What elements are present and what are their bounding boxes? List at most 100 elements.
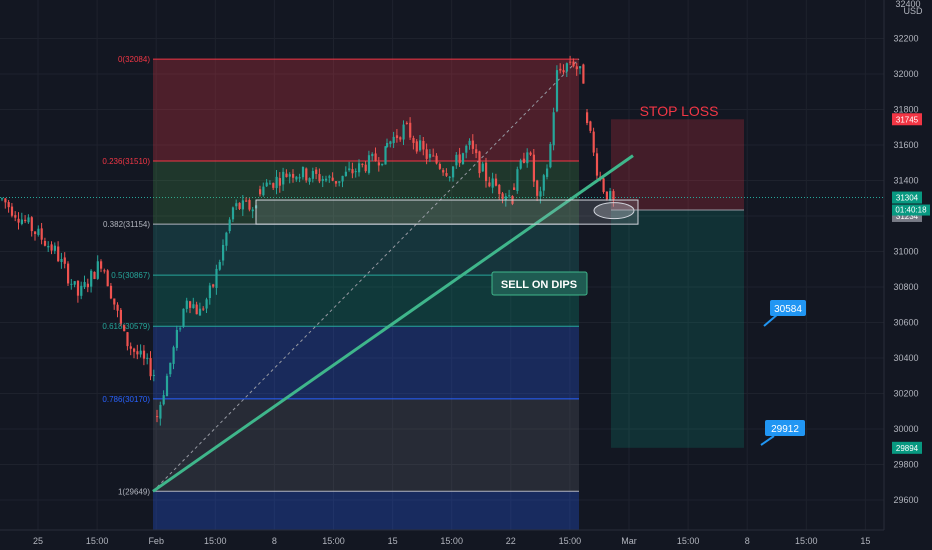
candle-body — [192, 304, 195, 309]
candle-body — [367, 155, 371, 173]
plot-background — [0, 0, 884, 530]
candle-body — [228, 219, 231, 232]
time-tick-label: 15 — [860, 536, 870, 546]
price-tick-label: 30200 — [893, 389, 918, 399]
candle-body — [508, 195, 511, 197]
candle-body — [344, 171, 347, 177]
fib-band — [153, 491, 579, 530]
candle-body — [395, 135, 399, 138]
candle-body — [162, 395, 165, 405]
candle-body — [549, 144, 552, 168]
candle-body — [351, 169, 354, 174]
candle-body — [504, 196, 507, 201]
candle-body — [532, 154, 535, 182]
time-tick-label: 22 — [506, 536, 516, 546]
candle-body — [185, 300, 188, 309]
time-axis[interactable]: 25 15:00 Feb 15:00 8 15:00 15 15:00 22 15:00 Mar 15… — [0, 529, 884, 550]
fib-band — [153, 326, 579, 399]
candle-body — [50, 244, 53, 251]
candle-body — [34, 231, 37, 235]
fib-level-label: 1(29649) — [118, 487, 150, 496]
price-tick-label: 29800 — [893, 460, 918, 470]
trendline — [152, 154, 634, 493]
candle-body — [461, 153, 465, 165]
candle-body — [268, 183, 272, 185]
candle-body — [442, 170, 445, 173]
candle-body — [205, 299, 208, 309]
candle-body — [248, 199, 251, 210]
callout-2-text: 29912 — [771, 424, 799, 435]
candle-body — [292, 173, 295, 178]
candle-body — [275, 176, 278, 189]
fib-level-label: 0.618(30579) — [102, 322, 150, 331]
price-tick-label: 31000 — [893, 247, 918, 257]
candle-body — [425, 149, 428, 159]
candle-body — [225, 232, 228, 246]
candle-body — [338, 181, 341, 183]
candle-body — [586, 112, 589, 124]
callout-1: 30584 — [763, 300, 806, 327]
time-tick-label: 15:00 — [322, 536, 345, 546]
candle-body — [516, 169, 519, 191]
candle-body — [605, 191, 608, 200]
candle-body — [348, 168, 351, 171]
candle-body — [475, 149, 478, 154]
candle-body — [488, 182, 491, 187]
candle-body — [156, 416, 159, 418]
time-tick-label: 15:00 — [795, 536, 818, 546]
fib-band — [153, 59, 579, 161]
candle-body — [542, 175, 545, 191]
candle-body — [468, 140, 471, 146]
candle-body — [308, 178, 311, 182]
candle-body — [159, 404, 162, 419]
stop-price-tag: 31745 — [896, 115, 919, 124]
price-tick-label: 30800 — [893, 282, 918, 292]
candle-body — [305, 168, 308, 181]
time-tick-label: 8 — [745, 536, 750, 546]
fib-level-label: 0(32084) — [118, 55, 150, 64]
candle-body — [422, 140, 425, 150]
candle-body — [129, 346, 132, 349]
candle-body — [241, 200, 244, 210]
candle-body — [70, 283, 73, 285]
candle-body — [455, 154, 458, 166]
candle-body — [67, 263, 70, 284]
candle-body — [109, 285, 113, 299]
candle-body — [208, 285, 211, 298]
candle-body — [501, 193, 504, 199]
candle-body — [142, 350, 146, 359]
candle-body — [318, 174, 321, 182]
candle-body — [251, 209, 254, 212]
candle-body — [119, 309, 122, 324]
candle-body — [7, 202, 10, 208]
sell-on-dips-box — [491, 271, 588, 296]
candle-body — [14, 215, 17, 218]
price-axis[interactable]: 32400 USD 29600 29800 30000 30200 30400 30600… — [883, 0, 932, 550]
candle-body — [529, 152, 532, 155]
candle-body — [126, 332, 129, 347]
candle-body — [100, 261, 103, 269]
candle-body — [562, 70, 565, 73]
candle-body — [458, 154, 461, 164]
candle-body — [452, 166, 455, 178]
time-tick-label: Mar — [621, 536, 637, 546]
candle-body — [278, 178, 281, 186]
candle-body — [93, 271, 96, 279]
candle-body — [334, 181, 338, 184]
candle-body — [245, 200, 248, 202]
candle-body — [106, 270, 109, 287]
candle-body — [152, 374, 155, 376]
fib-trend-line — [152, 58, 580, 492]
time-tick-label: 15:00 — [204, 536, 227, 546]
price-axis-top-label: 32400 — [895, 0, 920, 9]
candle-body — [231, 207, 235, 220]
candle-body — [80, 285, 83, 296]
time-tick-label: 15:00 — [86, 536, 109, 546]
candle-body — [341, 175, 344, 182]
fib-retracement: 0(32084) 0.236(31510) 0.382(31154) 0.5(3086… — [102, 55, 580, 530]
last-price-tag-bg — [892, 191, 922, 204]
candle-body — [494, 178, 498, 186]
drawings — [152, 154, 639, 493]
candle-body — [165, 375, 169, 397]
